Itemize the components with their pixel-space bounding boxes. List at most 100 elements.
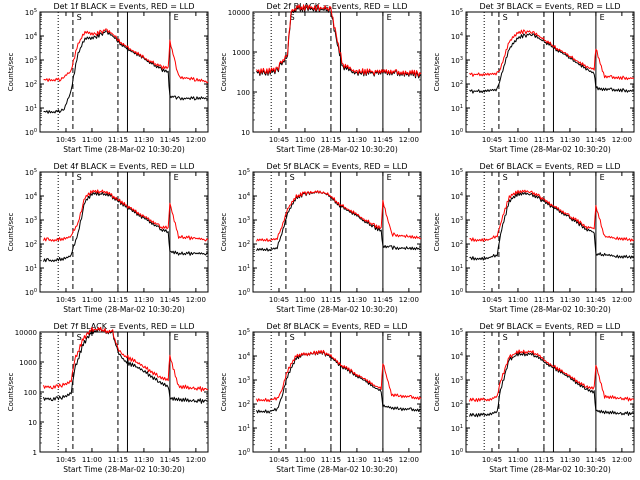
y-tick-label: 104 [451,32,463,41]
y-tick-label: 100 [237,89,250,97]
x-tick-label: 11:15 [321,456,341,464]
x-axis-label: Start Time (28-Mar-02 10:30:20) [63,465,185,474]
x-tick-label: 11:30 [347,456,367,464]
interval-marker-label: E [174,13,179,22]
y-tick-label: 105 [451,8,463,17]
y-tick-label: 103 [238,376,250,385]
y-tick-exponent: 3 [460,216,463,222]
y-tick-exponent: 1 [460,104,463,110]
x-tick-label: 11:45 [160,456,180,464]
x-tick-label: 11:00 [82,136,102,144]
x-tick-label: 10:45 [56,456,76,464]
y-tick-label: 102 [238,240,250,249]
detector-panel: Det 4f BLACK = Events, RED = LLD Counts/s… [7,162,209,314]
interval-marker-label: E [600,13,605,22]
events-series-line [469,33,635,94]
x-tick-label: 11:15 [534,296,554,304]
events-series-line [256,190,422,252]
y-tick-label: 105 [238,168,250,177]
y-tick-label: 102 [451,400,463,409]
x-tick-label: 10:45 [56,136,76,144]
y-tick-label: 102 [25,80,37,89]
x-tick-label: 11:45 [160,296,180,304]
x-tick-label: 12:00 [399,296,419,304]
x-axis-label: Start Time (28-Mar-02 10:30:20) [489,145,611,154]
lld-series-line [256,349,422,403]
detector-panel: Det 6f BLACK = Events, RED = LLD Counts/s… [433,162,635,314]
y-tick-label: 103 [238,216,250,225]
plot-frame [465,331,635,453]
y-tick-exponent: 0 [460,288,463,294]
y-tick-exponent: 4 [460,32,463,38]
x-tick-label: 10:45 [482,136,502,144]
y-tick-exponent: 3 [247,216,250,222]
x-tick-label: 12:00 [612,136,632,144]
x-axis-label: Start Time (28-Mar-02 10:30:20) [276,305,398,314]
x-axis-label: Start Time (28-Mar-02 10:30:20) [63,145,185,154]
panel-title: Det 7f BLACK = Events, RED = LLD [53,322,194,331]
y-tick-exponent: 4 [247,192,250,198]
y-tick-exponent: 1 [34,264,37,270]
x-tick-label: 11:45 [586,136,606,144]
panel-title: Det 3f BLACK = Events, RED = LLD [479,2,620,11]
y-tick-label: 102 [451,80,463,89]
y-tick-label: 104 [25,32,37,41]
detector-panel: Det 5f BLACK = Events, RED = LLD Counts/s… [220,162,422,314]
lld-series-line [256,190,422,242]
y-tick-label: 101 [451,424,463,433]
y-axis-label: Counts/sec [220,213,228,252]
events-series-line [469,351,635,418]
lld-series-line [469,349,635,403]
x-axis-label: Start Time (28-Mar-02 10:30:20) [489,465,611,474]
x-tick-label: 11:45 [586,296,606,304]
x-tick-label: 11:30 [560,136,580,144]
y-tick-exponent: 5 [34,8,37,14]
y-tick-label: 104 [451,192,463,201]
x-tick-label: 12:00 [612,456,632,464]
plot-frame [252,331,422,453]
x-tick-label: 12:00 [399,136,419,144]
x-tick-label: 10:45 [269,136,289,144]
y-tick-exponent: 1 [247,264,250,270]
y-tick-label: 104 [238,352,250,361]
y-tick-exponent: 5 [460,8,463,14]
y-tick-exponent: 0 [247,448,250,454]
panel-title: Det 9f BLACK = Events, RED = LLD [479,322,620,331]
y-tick-label: 100 [25,128,37,137]
detector-panel: Det 2f BLACK = Events, RED = LLD Counts/s… [220,2,422,154]
x-tick-label: 11:45 [373,456,393,464]
lld-series-line [43,326,208,392]
x-tick-label: 11:00 [295,136,315,144]
y-tick-label: 104 [25,192,37,201]
x-tick-label: 12:00 [186,136,206,144]
panel-title: Det 4f BLACK = Events, RED = LLD [53,162,194,171]
x-tick-label: 10:45 [482,456,502,464]
y-tick-label: 103 [451,56,463,65]
x-tick-label: 11:00 [82,456,102,464]
y-tick-exponent: 2 [247,400,250,406]
x-tick-label: 12:00 [186,296,206,304]
y-tick-label: 10000 [15,329,37,337]
y-tick-label: 105 [451,168,463,177]
detector-panel: Det 7f BLACK = Events, RED = LLD Counts/s… [7,322,209,474]
plot-frame [252,11,422,133]
y-tick-exponent: 5 [247,328,250,334]
x-tick-label: 10:45 [269,296,289,304]
y-tick-label: 101 [451,264,463,273]
panel-title: Det 1f BLACK = Events, RED = LLD [53,2,194,11]
x-tick-label: 10:45 [482,296,502,304]
x-axis-label: Start Time (28-Mar-02 10:30:20) [276,465,398,474]
y-tick-label: 1 [33,449,37,457]
y-tick-label: 105 [25,8,37,17]
x-tick-label: 11:45 [373,136,393,144]
plot-frame [465,11,635,133]
x-tick-label: 11:30 [134,136,154,144]
x-tick-label: 11:00 [508,136,528,144]
events-series-line [469,192,635,261]
x-tick-label: 11:45 [373,296,393,304]
x-tick-label: 10:45 [56,296,76,304]
detector-panel: Det 8f BLACK = Events, RED = LLD Counts/s… [220,322,422,474]
y-tick-label: 102 [25,240,37,249]
x-tick-label: 11:15 [108,296,128,304]
